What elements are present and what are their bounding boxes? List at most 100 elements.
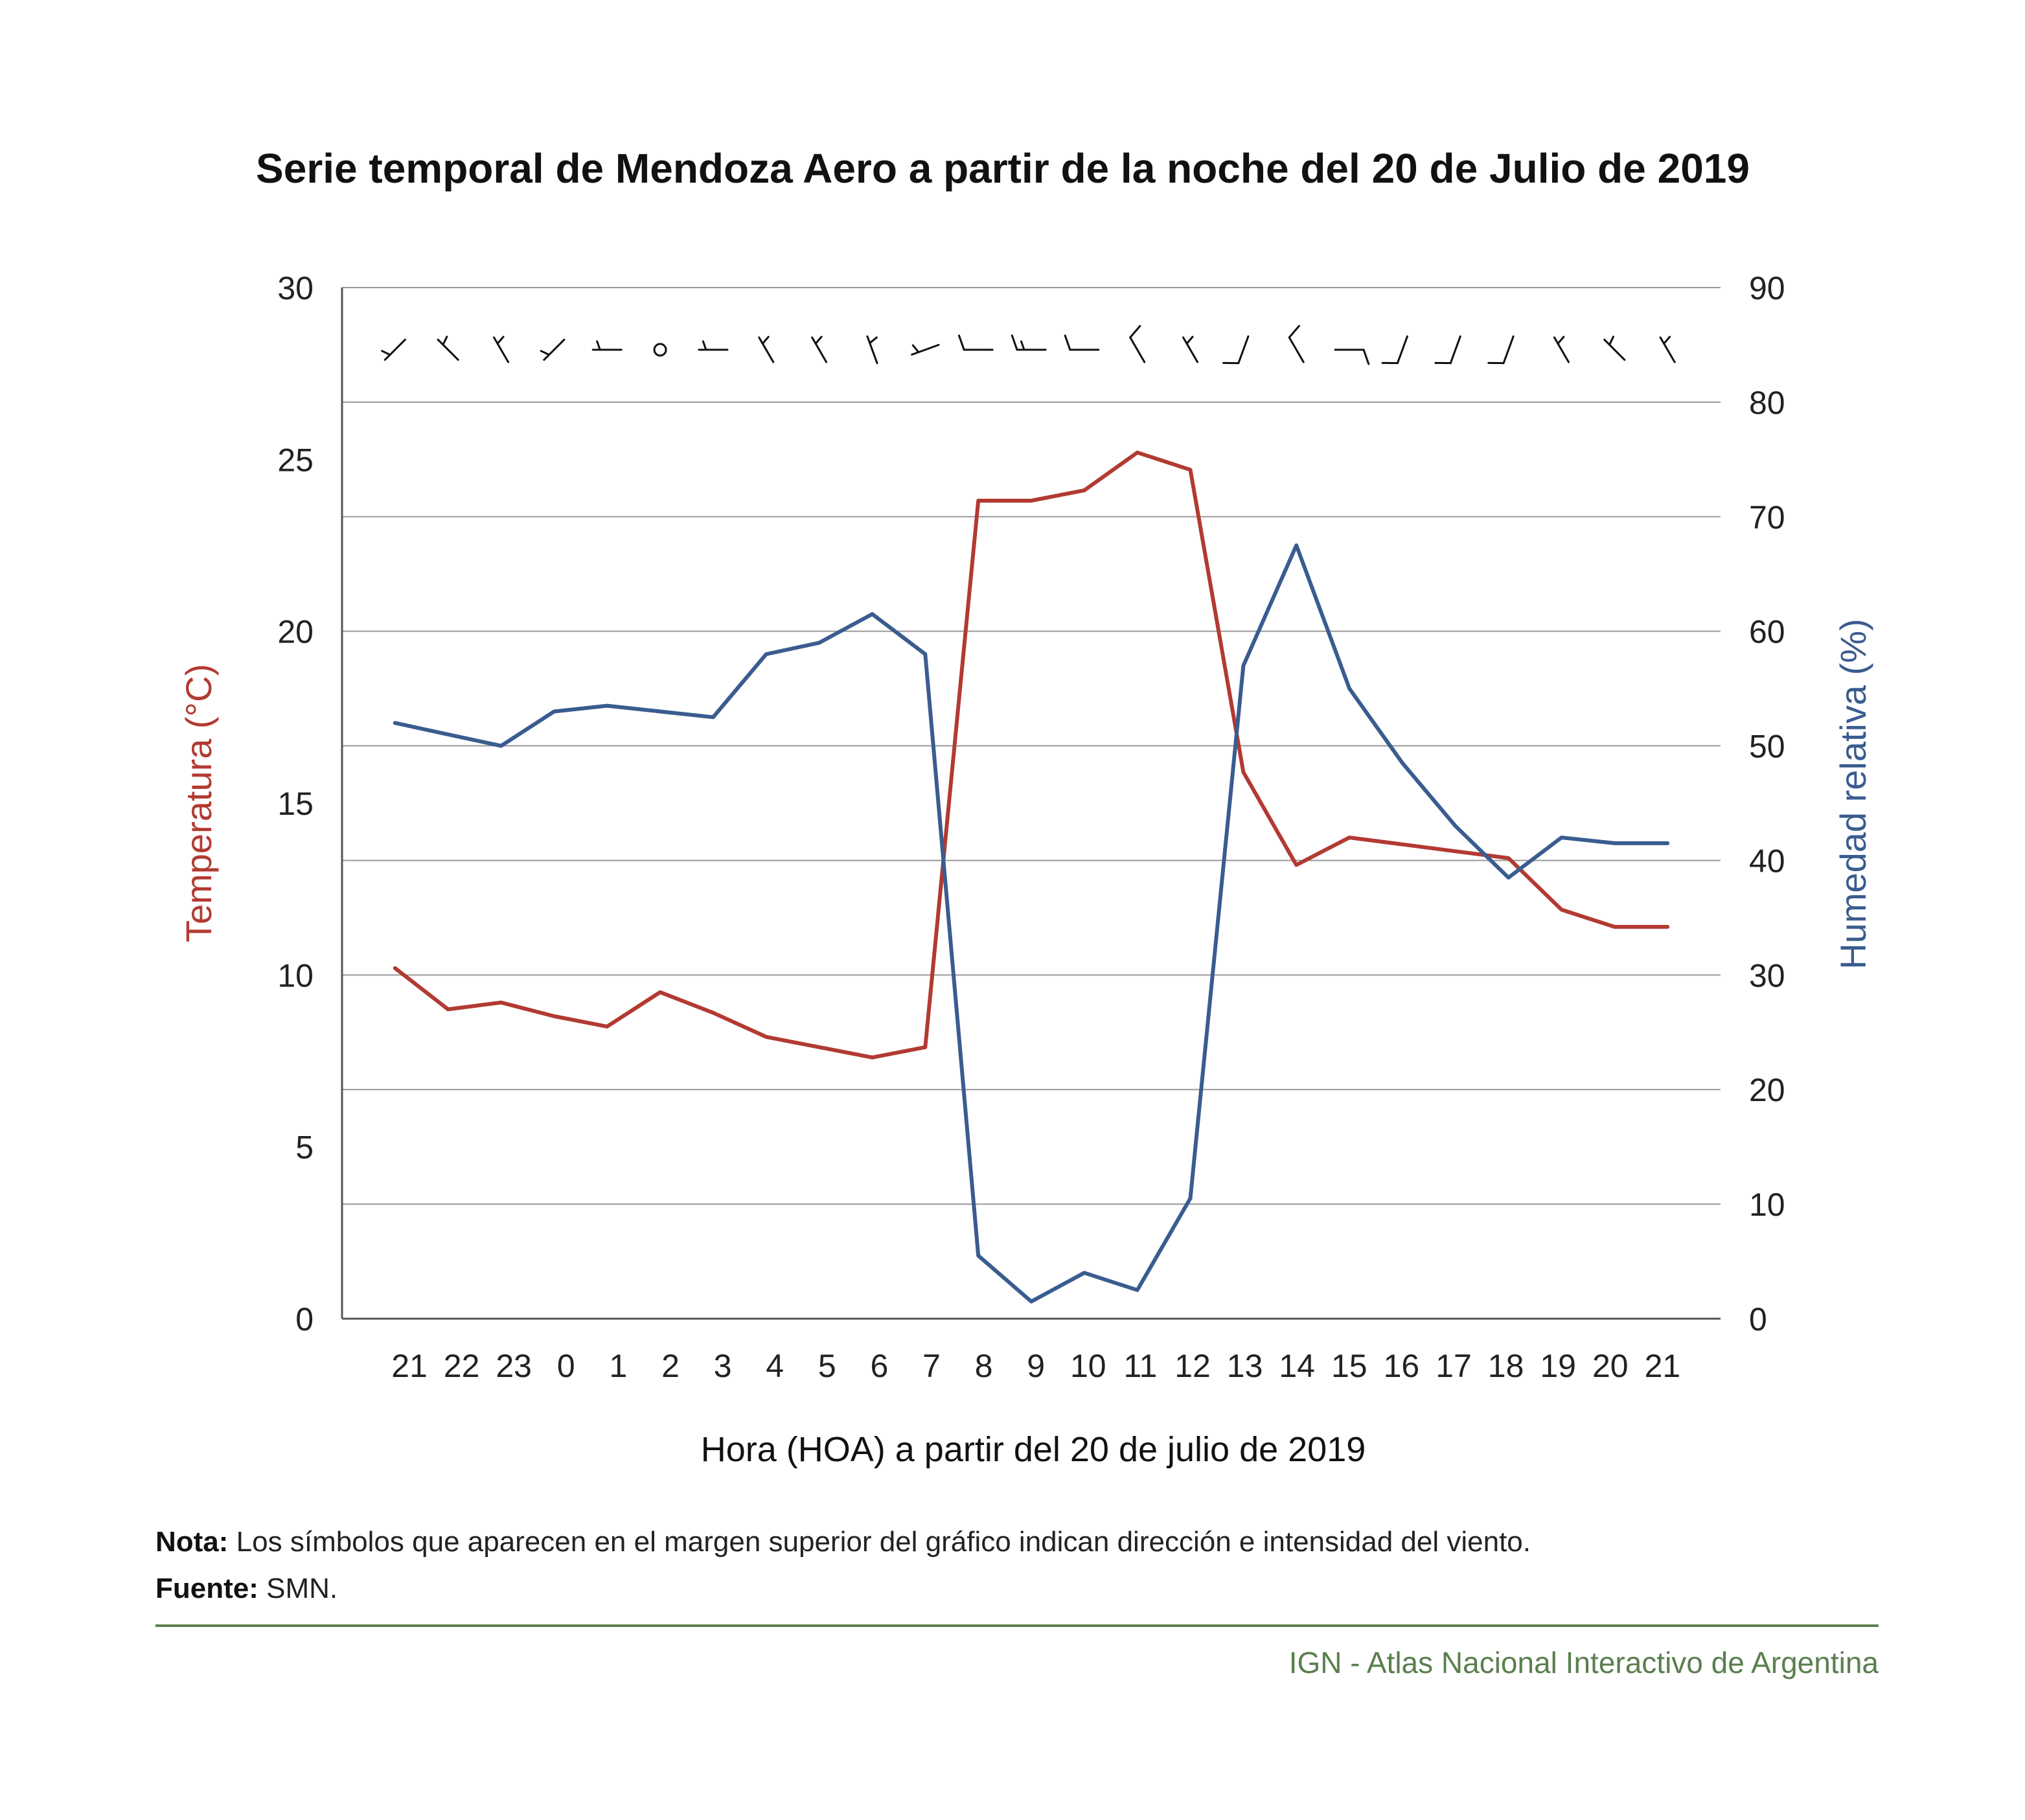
note-line: Nota: Los símbolos que aparecen en el ma… [155,1526,1531,1558]
temperature-point [1507,856,1511,860]
wind-barb-icon [758,336,775,363]
humidity-point [1454,824,1458,828]
wind-barb-icon [957,334,994,351]
temperature-point [499,1001,503,1005]
temperature-point [711,1011,715,1015]
x-tick: 7 [922,1348,941,1384]
humidity-point [552,709,556,713]
wind-barb-icon [1381,335,1408,365]
humidity-point [923,652,927,656]
y-axis-label-left: Temperatura (°C) [178,664,219,942]
temperature-point [1612,925,1616,929]
wind-barb-icon [1553,336,1570,363]
wind-barb-icon [1064,334,1100,351]
y-tick-left: 5 [295,1130,314,1166]
temperature-point [764,1035,768,1039]
y-tick-left: 20 [277,614,314,650]
x-tick: 5 [818,1348,836,1384]
temperature-point [1136,451,1139,455]
wind-barb-icon [1011,334,1047,351]
wind-barb-icon [653,343,667,357]
temperature-point [976,499,980,503]
right-axis-ticks: 0 10 20 30 40 50 60 70 80 90 [1749,270,1785,1337]
wind-barb-icon [1434,335,1461,365]
humidity-point [1401,761,1404,765]
note-text: Los símbolos que aparecen en el margen s… [236,1526,1531,1558]
y-tick-left: 0 [295,1301,314,1337]
humidity-point [1189,1196,1193,1200]
temperature-point [1241,770,1245,774]
y-tick-left: 10 [277,957,314,994]
temperature-point [446,1007,450,1011]
chart-title: Serie temporal de Mendoza Aero a partir … [256,145,1750,192]
humidity-point [1612,841,1616,845]
x-tick: 15 [1331,1348,1367,1384]
temperature-point [552,1014,556,1018]
x-tick: 13 [1227,1348,1263,1384]
temperature-point [1401,843,1404,847]
wind-barb-icon [811,336,828,363]
humidity-point [870,612,874,616]
wind-barb-icon [1487,335,1515,365]
y-tick-right: 50 [1749,729,1785,765]
temperature-point [1665,925,1669,929]
x-tick: 11 [1123,1348,1157,1384]
y-tick-right: 10 [1749,1187,1785,1223]
x-tick: 14 [1279,1348,1315,1384]
y-tick-left: 15 [277,786,314,822]
x-tick: 2 [661,1348,680,1384]
x-tick: 8 [975,1348,993,1384]
humidity-point [1294,543,1298,547]
source-text: SMN. [266,1573,338,1604]
humidity-point [1559,836,1563,839]
grid [342,287,1721,1205]
y-tick-right: 30 [1749,957,1785,994]
y-tick-right: 20 [1749,1072,1785,1108]
x-tick: 21 [391,1348,428,1384]
humidity-point [1347,687,1351,690]
x-tick: 4 [766,1348,784,1384]
y-tick-left: 25 [277,442,314,478]
wind-barbs [381,324,1676,365]
wind-barb-icon [591,340,623,351]
x-tick: 9 [1027,1348,1045,1384]
left-axis-ticks: 0 5 10 15 20 25 30 [277,270,314,1337]
wind-barb-icon [866,335,878,365]
y-tick-right: 70 [1749,499,1785,536]
x-tick: 0 [557,1348,575,1384]
wind-barb-icon [1659,336,1676,363]
humidity-point [1136,1288,1139,1292]
axes [341,288,1721,1320]
wind-barb-icon [1334,348,1370,365]
wind-barb-icon [911,343,940,356]
humidity-point [1507,876,1511,880]
wind-barb-icon [1222,335,1250,365]
x-tick: 23 [496,1348,532,1384]
x-tick: 20 [1592,1348,1629,1384]
wind-barb-icon [1288,324,1305,363]
humidity-point [1665,841,1669,845]
wind-barb-icon [1129,324,1146,363]
x-tick: 22 [444,1348,480,1384]
x-tick: 3 [714,1348,732,1384]
temperature-point [923,1045,927,1049]
wind-barb-icon [493,336,510,363]
humidity-point [818,641,821,644]
y-tick-right: 80 [1749,385,1785,421]
wind-barb-icon [698,340,729,351]
humidity-point [605,704,609,708]
temperature-point [1347,836,1351,839]
temperature-point [1559,908,1563,912]
x-tick: 10 [1070,1348,1106,1384]
footer-divider [155,1624,1879,1627]
temperature-point [605,1025,609,1029]
wind-barb-icon [1182,336,1199,363]
humidity-point [499,744,503,748]
x-tick: 19 [1540,1348,1576,1384]
temperature-point [1454,849,1458,853]
y-tick-right: 60 [1749,614,1785,650]
wind-barb-icon [540,338,566,361]
y-tick-right: 0 [1749,1301,1767,1337]
note-label: Nota: [155,1526,229,1558]
